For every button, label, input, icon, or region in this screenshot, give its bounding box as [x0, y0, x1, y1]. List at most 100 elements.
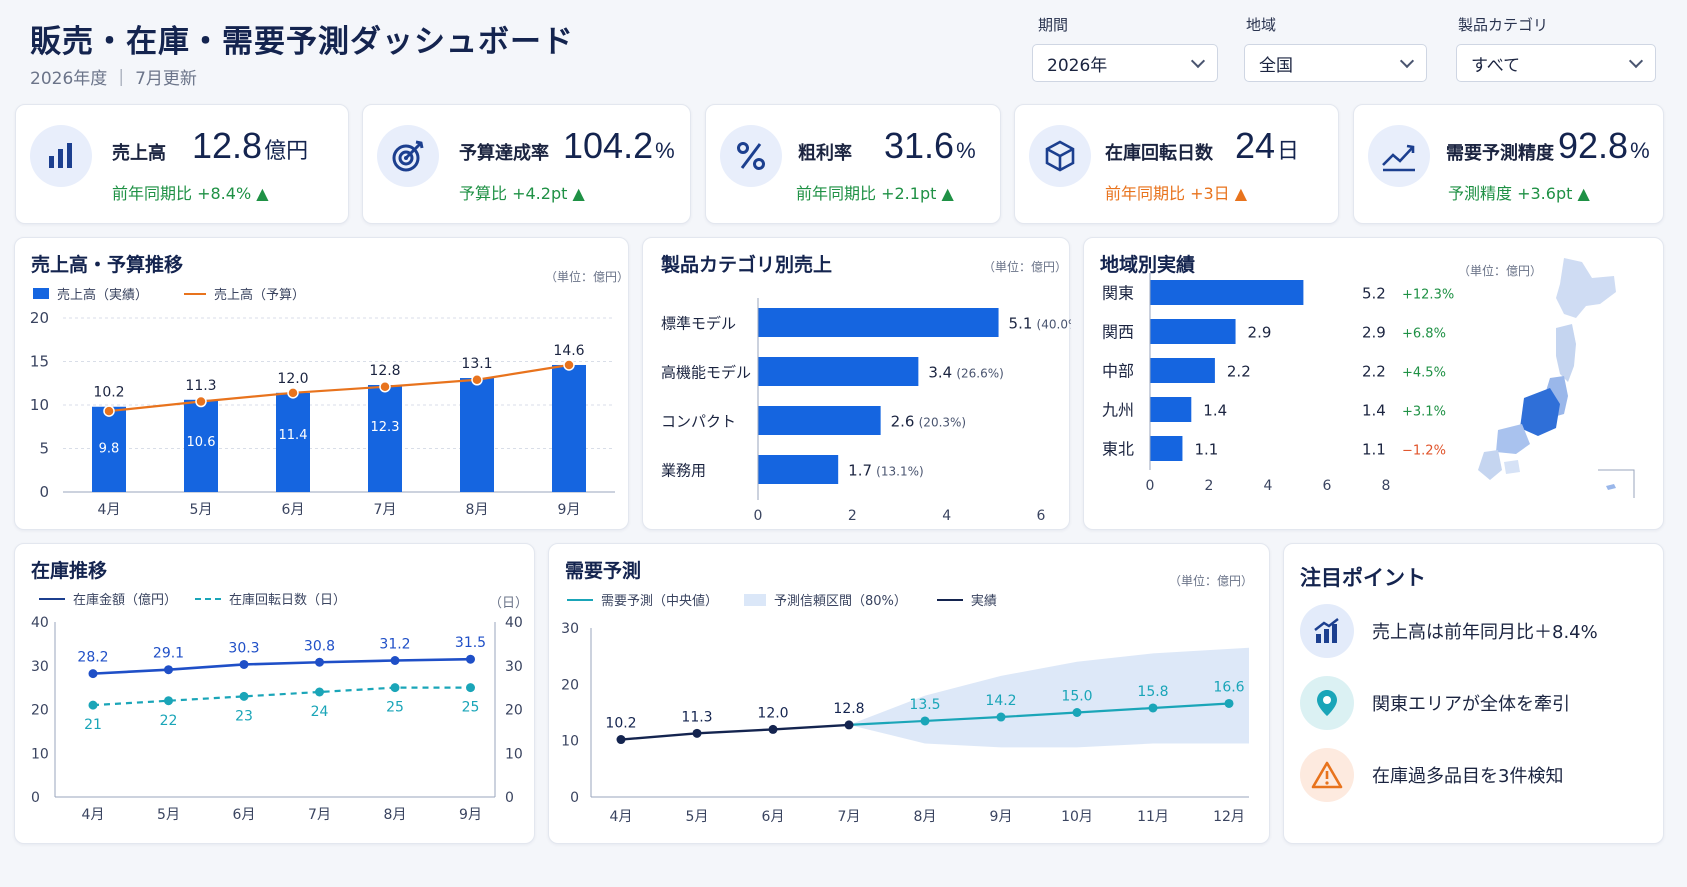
category-select[interactable]: すべて	[1456, 44, 1656, 82]
x-tick-label: 4月	[98, 502, 121, 518]
bar-value-label: 1.4	[1203, 402, 1227, 420]
y-tick-label: 15	[30, 353, 49, 371]
kpi-delta: 予算比 +4.2pt ▲	[459, 184, 585, 203]
x-tick-label: 6月	[282, 502, 305, 518]
y2-tick-label: 20	[505, 703, 523, 719]
sales-budget-chart: 0 5 10 15 20 4月 10.2 9.8 5月 11.3 10.6 6月 12.0 11.4 7月 1…	[30, 309, 615, 518]
data-label: 15.8	[1137, 684, 1168, 700]
kpi-delta: 前年同期比 +3日 ▲	[1105, 184, 1248, 203]
page-title: 販売・在庫・需要予測ダッシュボード	[30, 24, 574, 60]
y2-tick-label: 40	[505, 615, 523, 631]
bar-value-label: 2.6	[891, 413, 915, 431]
bar	[1150, 280, 1304, 305]
data-label: 14.2	[985, 693, 1016, 709]
legend-swatch-band	[744, 593, 767, 606]
forecast-card: 需要予測 （単位：億円） 需要予測（中央値） 予測信頼区間（80%） 実績 0 1…	[548, 543, 1270, 844]
series-line-budget	[108, 363, 570, 413]
target-icon	[377, 125, 439, 187]
bar-share-label: (13.1%)	[876, 465, 923, 479]
sales-budget-card: 売上高・予算推移 （単位：億円） 売上高（実績） 売上高（予算） 0 5 10 15 2…	[14, 237, 629, 530]
amount-point	[239, 659, 249, 669]
inventory-chart: 0 0 10 10 20 20 30 30 40 40 4月 5月 6月 7月 8月 9月 28.2 29.1 30…	[31, 615, 523, 823]
kpi-card-inventory: 在庫回転日数 24日 前年同期比 +3日 ▲	[1014, 104, 1339, 224]
days-point	[88, 700, 98, 710]
data-label: 13.5	[909, 697, 940, 713]
x-tick-label: 6月	[233, 807, 256, 823]
budget-point	[379, 380, 391, 393]
x-tick-label: 8月	[384, 807, 407, 823]
x-tick-label: 4	[942, 508, 951, 524]
confidence-band	[849, 647, 1249, 748]
amount-point	[315, 657, 324, 667]
bar	[368, 384, 402, 492]
x-tick-label: 8月	[914, 809, 937, 825]
x-tick-label: 9月	[990, 809, 1013, 825]
region-value: 2.9	[1362, 324, 1386, 342]
data-label: 24	[311, 704, 329, 720]
kpi-card-margin: 粗利率 31.6% 前年同期比 +2.1pt ▲	[705, 104, 1001, 224]
category-label: コンパクト	[661, 413, 736, 431]
forecast-point	[920, 716, 930, 726]
actual-point	[616, 735, 626, 745]
y-tick-label: 0	[31, 790, 40, 806]
y-tick-label: 40	[31, 615, 49, 631]
forecast-point	[1072, 708, 1082, 717]
right-axis-unit: （日）	[489, 596, 529, 611]
bar-share-label: (40.0%)	[1037, 318, 1071, 332]
days-point	[239, 691, 249, 701]
kpi-label: 粗利率	[798, 143, 852, 164]
data-label: 11.4	[279, 428, 308, 443]
bar-share-label: (20.3%)	[919, 416, 966, 430]
kpi-value: 92.8%	[1558, 125, 1650, 166]
y2-tick-label: 0	[505, 790, 514, 806]
chart-title: 売上高・予算推移	[31, 254, 184, 276]
x-tick-label: 7月	[308, 807, 331, 823]
actual-point	[844, 720, 854, 730]
chart-title: 地域別実績	[1100, 254, 1196, 276]
data-label: 16.6	[1213, 679, 1244, 695]
kpi-value: 104.2%	[563, 125, 675, 166]
bar	[552, 364, 586, 492]
category-sales-chart: 標準モデル 5.1 (40.0%) 高機能モデル 3.4 (26.6%) コンパクト 2.6 (…	[661, 298, 1071, 524]
y-tick-label: 20	[30, 309, 49, 327]
region-label: 九州	[1102, 401, 1134, 420]
data-label: 10.2	[605, 716, 636, 732]
days-point	[466, 683, 475, 693]
growth-icon	[1300, 604, 1354, 658]
y-tick-label: 20	[561, 677, 579, 693]
location-pin-icon	[1300, 676, 1354, 730]
x-tick-label: 7月	[838, 809, 861, 825]
actual-point	[768, 724, 778, 734]
period-select[interactable]: 2026年	[1032, 44, 1218, 82]
x-tick-label: 6	[1037, 508, 1046, 524]
data-label: 12.8	[833, 701, 864, 717]
x-tick-label: 4	[1264, 478, 1273, 494]
page-subtitle: 2026年度 ｜ 7月更新	[30, 69, 197, 89]
data-label: 15.0	[1061, 689, 1092, 705]
y-tick-label: 10	[30, 396, 49, 414]
region-select[interactable]: 全国	[1244, 44, 1427, 82]
data-label: 12.3	[371, 420, 400, 435]
x-tick-label: 4月	[82, 807, 105, 823]
kpi-delta: 前年同期比 +2.1pt ▲	[796, 184, 954, 203]
legend-swatch-days	[195, 597, 222, 600]
insight-text: 在庫過多品目を3件検知	[1372, 766, 1564, 787]
y-tick-label: 30	[31, 659, 49, 675]
regional-card: 地域別実績 （単位：億円） 関東 5.2 +12.3% 関西 2.9 2.9 +6.8% 中部…	[1083, 237, 1664, 530]
x-tick-label: 5月	[190, 502, 213, 518]
legend-actual: 実績	[970, 594, 997, 609]
category-sales-card: 製品カテゴリ別売上 （単位：億円） 標準モデル 5.1 (40.0%) 高機能モデル 3…	[642, 237, 1071, 530]
bar-value-label: 2.2	[1227, 363, 1251, 381]
kpi-label: 売上高	[112, 143, 166, 164]
amount-point	[390, 656, 400, 665]
legend-swatch-actual	[936, 598, 963, 601]
region-change: +12.3%	[1402, 288, 1454, 303]
kpi-label: 予算達成率	[459, 143, 549, 164]
data-label: 14.6	[553, 343, 584, 359]
days-point	[315, 687, 324, 697]
bar-share-label: (26.6%)	[956, 367, 1003, 381]
legend-swatch-amount	[39, 597, 65, 600]
filter-period-label: 期間	[1038, 16, 1069, 34]
data-label: 31.2	[379, 637, 410, 653]
amount-point	[88, 669, 98, 679]
